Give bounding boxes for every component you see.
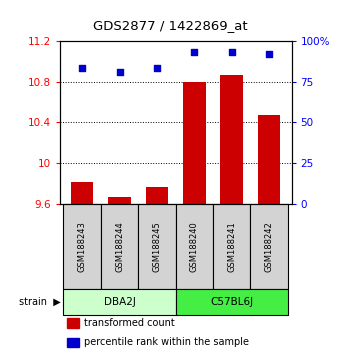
Text: GSM188243: GSM188243	[78, 221, 87, 272]
Point	[266, 51, 272, 57]
Bar	[176, 289, 288, 315]
Point	[192, 49, 197, 55]
Point	[229, 49, 235, 55]
Text: GDS2877 / 1422869_at: GDS2877 / 1422869_at	[93, 19, 248, 32]
Point	[154, 65, 160, 71]
Bar	[101, 204, 138, 289]
Text: C57BL6J: C57BL6J	[210, 297, 253, 307]
Bar	[71, 182, 93, 204]
Bar	[63, 289, 176, 315]
Bar	[108, 197, 131, 204]
Text: GSM188241: GSM188241	[227, 221, 236, 272]
Bar	[66, 318, 79, 327]
Bar	[176, 204, 213, 289]
Bar	[250, 204, 288, 289]
Text: DBA2J: DBA2J	[104, 297, 135, 307]
Text: GSM188240: GSM188240	[190, 221, 199, 272]
Bar	[213, 204, 250, 289]
Bar	[66, 338, 79, 347]
Bar	[221, 75, 243, 204]
Bar	[146, 187, 168, 204]
Text: GSM188245: GSM188245	[152, 221, 161, 272]
Point	[117, 69, 122, 75]
Bar	[63, 204, 101, 289]
Bar	[183, 81, 206, 204]
Text: GSM188244: GSM188244	[115, 221, 124, 272]
Point	[79, 65, 85, 71]
Text: GSM188242: GSM188242	[265, 221, 273, 272]
Text: strain  ▶: strain ▶	[19, 297, 60, 307]
Bar	[258, 115, 280, 204]
Text: percentile rank within the sample: percentile rank within the sample	[84, 337, 249, 348]
Text: transformed count: transformed count	[84, 318, 175, 328]
Bar	[138, 204, 176, 289]
